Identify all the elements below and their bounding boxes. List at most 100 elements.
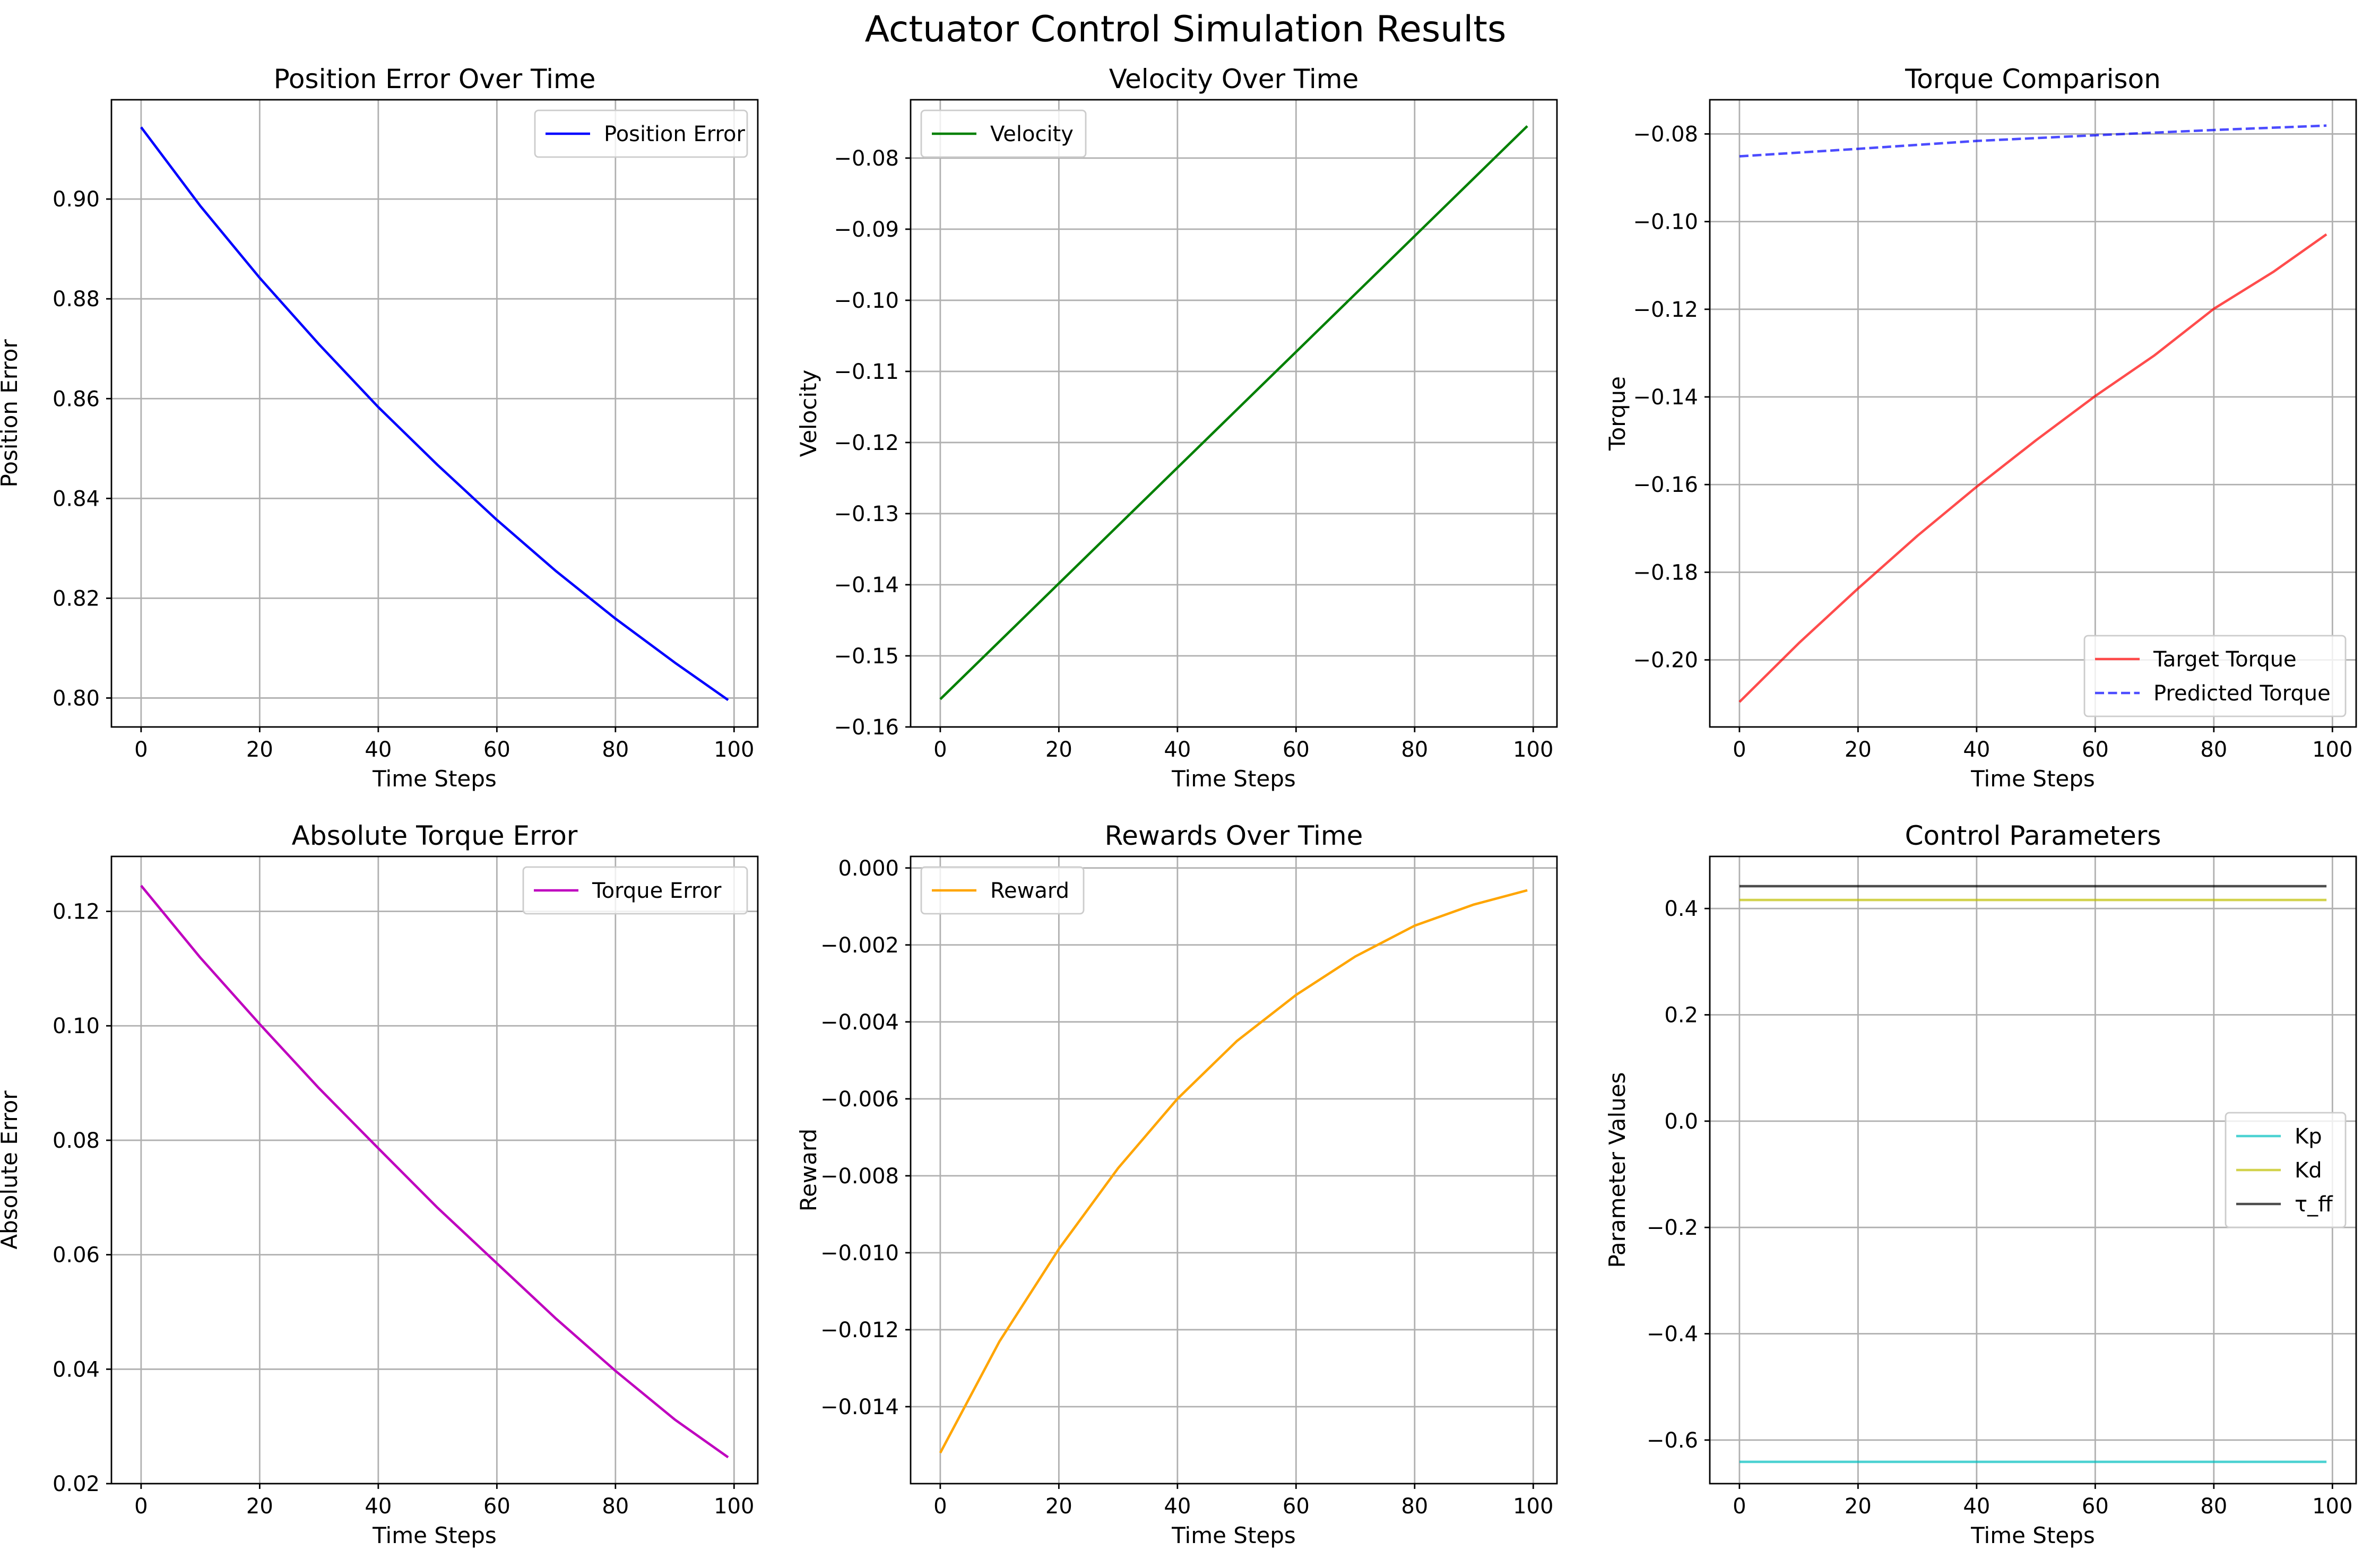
plot-area <box>111 100 758 727</box>
x-tick-label: 80 <box>2200 1494 2227 1519</box>
x-tick-label: 0 <box>134 738 148 762</box>
x-tick-label: 80 <box>1401 1494 1428 1519</box>
y-tick-label: −0.20 <box>1633 648 1698 673</box>
subplot-2: 0 20 40 60 80 100 −0.16 −0.15 −0.14 −0.13 −0.12 −0.… <box>795 64 1558 792</box>
legend: Position Error <box>534 109 748 158</box>
x-tick-label: 40 <box>1164 738 1191 762</box>
y-tick-label: 0.000 <box>838 856 899 881</box>
y-tick-label: −0.09 <box>834 218 899 242</box>
x-tick-label: 0 <box>134 1494 148 1519</box>
legend: Target Torque Predicted Torque <box>2083 635 2347 717</box>
y-tick-label: −0.012 <box>820 1318 899 1342</box>
y-tick-label: 0.4 <box>1664 897 1698 921</box>
y-tick-label: −0.14 <box>834 573 899 597</box>
y-tick-label: −0.6 <box>1647 1428 1698 1453</box>
legend-box <box>534 109 748 158</box>
axes-frame <box>1709 855 2357 1485</box>
y-axis-label: Absolute Error <box>0 1090 22 1250</box>
y-tick-label: −0.10 <box>1633 210 1698 235</box>
legend-box <box>920 109 1087 158</box>
x-tick-label: 40 <box>1963 738 1990 762</box>
y-tick-label: −0.08 <box>1633 122 1698 146</box>
y-tick-label: −0.13 <box>834 502 899 526</box>
y-tick-label: 0.10 <box>53 1014 100 1038</box>
y-tick-label: −0.16 <box>1633 473 1698 497</box>
y-tick-label: 0.86 <box>53 387 100 411</box>
x-tick-label: 100 <box>1513 738 1553 762</box>
y-tick-label: 0.06 <box>53 1243 100 1268</box>
y-axis-label: Parameter Values <box>1604 1072 1630 1268</box>
subplot-title: Torque Comparison <box>1905 64 2161 94</box>
x-tick-label: 40 <box>1963 1494 1990 1519</box>
subplot-title: Absolute Torque Error <box>292 820 578 851</box>
y-tick-label: 0.2 <box>1664 1003 1698 1028</box>
y-axis-label: Reward <box>795 1129 821 1211</box>
x-tick-label: 100 <box>714 1494 754 1519</box>
y-tick-label: 0.90 <box>53 187 100 212</box>
y-tick-label: −0.08 <box>834 146 899 171</box>
x-tick-label: 0 <box>933 738 947 762</box>
y-axis-label: Position Error <box>0 339 22 488</box>
x-tick-label: 0 <box>1733 1494 1746 1519</box>
legend: Velocity <box>920 109 1087 158</box>
x-tick-label: 60 <box>2082 738 2109 762</box>
x-tick-label: 40 <box>1164 1494 1191 1519</box>
axes-frame <box>110 855 759 1485</box>
plot-area <box>911 856 1557 1484</box>
axes-frame <box>1709 99 2357 728</box>
legend: Torque Error <box>522 866 748 915</box>
y-tick-label: −0.12 <box>1633 298 1698 322</box>
plot-area <box>111 856 758 1484</box>
legend: Kp Kd τ_ff <box>2225 1112 2347 1228</box>
y-tick-label: −0.10 <box>834 289 899 313</box>
x-tick-label: 0 <box>933 1494 947 1519</box>
subplot-6: 0 20 40 60 80 100 −0.6 −0.4 −0.2 0.0 0.2 0.4 Control… <box>1604 820 2357 1548</box>
axes-frame <box>110 99 759 728</box>
x-tick-label: 0 <box>1733 738 1746 762</box>
subplot-grid: 0 20 40 60 80 100 0.80 0.82 0.84 0.86 0.88 0.90 Posi… <box>0 64 2357 1548</box>
series-line-1 <box>939 889 1528 1454</box>
legend-label: Position Error <box>604 122 746 146</box>
subplot-title: Control Parameters <box>1905 820 2161 851</box>
y-tick-label: 0.80 <box>53 686 100 711</box>
x-tick-label: 20 <box>1845 1494 1872 1519</box>
y-tick-label: 0.88 <box>53 287 100 311</box>
legend-label: Torque Error <box>592 879 722 903</box>
y-tick-label: −0.010 <box>820 1241 899 1266</box>
plot-area <box>1710 100 2356 727</box>
legend-label: Velocity <box>990 122 1074 146</box>
subplot-4: 0 20 40 60 80 100 0.02 0.04 0.06 0.08 0.10 0.12 Abso… <box>0 820 759 1548</box>
x-tick-label: 80 <box>602 1494 629 1519</box>
y-tick-label: 0.04 <box>53 1357 100 1382</box>
y-tick-label: −0.002 <box>820 933 899 958</box>
x-tick-label: 20 <box>1845 738 1872 762</box>
y-tick-label: −0.006 <box>820 1087 899 1112</box>
x-tick-label: 80 <box>1401 738 1428 762</box>
subplot-1: 0 20 40 60 80 100 0.80 0.82 0.84 0.86 0.88 0.90 Posi… <box>0 64 759 792</box>
axes-frame <box>910 99 1558 728</box>
y-tick-label: −0.15 <box>834 644 899 669</box>
legend-label: Target Torque <box>2153 647 2297 672</box>
x-axis-label: Time Steps <box>372 766 497 792</box>
y-axis-label: Torque <box>1604 376 1630 451</box>
y-tick-label: −0.12 <box>834 431 899 455</box>
x-tick-label: 60 <box>2082 1494 2109 1519</box>
legend-box <box>2083 635 2347 717</box>
x-tick-label: 60 <box>483 1494 510 1519</box>
x-axis-label: Time Steps <box>372 1522 497 1548</box>
subplot-title: Rewards Over Time <box>1105 820 1363 851</box>
x-tick-label: 60 <box>1283 1494 1310 1519</box>
series-line-2 <box>1739 124 2327 158</box>
subplot-title: Velocity Over Time <box>1109 64 1359 94</box>
x-tick-label: 100 <box>1513 1494 1553 1519</box>
y-tick-label: 0.08 <box>53 1129 100 1153</box>
y-tick-label: 0.12 <box>53 900 100 924</box>
subplot-title: Position Error Over Time <box>274 64 596 94</box>
legend-box <box>920 866 1085 915</box>
y-tick-label: 0.0 <box>1664 1110 1698 1134</box>
y-axis-label: Velocity <box>795 370 821 457</box>
x-tick-label: 40 <box>365 1494 392 1519</box>
legend-label: τ_ff <box>2295 1192 2333 1217</box>
figure-title: Actuator Control Simulation Results <box>865 8 1507 50</box>
